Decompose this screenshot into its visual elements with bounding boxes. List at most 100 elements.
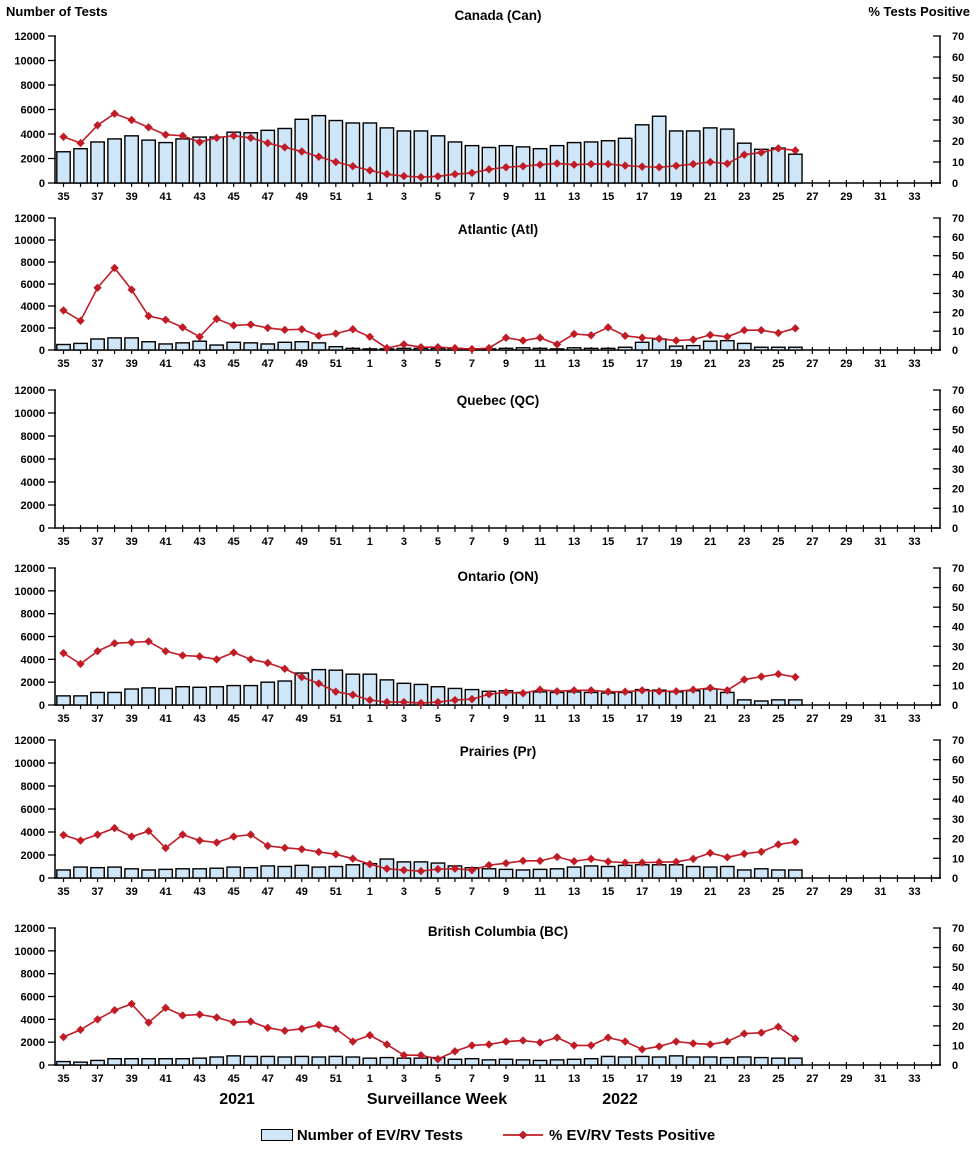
- svg-text:49: 49: [296, 358, 308, 370]
- svg-text:7: 7: [469, 358, 475, 370]
- svg-text:5: 5: [435, 358, 441, 370]
- svg-text:33: 33: [908, 536, 920, 548]
- svg-text:7: 7: [469, 1073, 475, 1085]
- svg-text:41: 41: [160, 713, 172, 725]
- svg-text:8000: 8000: [21, 781, 45, 793]
- svg-text:60: 60: [952, 232, 964, 244]
- panel-ontario: Ontario (ON) 0 2000 4000 6000 8000 10000 12000…: [0, 555, 976, 728]
- svg-text:5: 5: [435, 536, 441, 548]
- svg-text:5: 5: [435, 713, 441, 725]
- svg-text:19: 19: [670, 536, 682, 548]
- svg-text:17: 17: [636, 886, 648, 898]
- svg-text:35: 35: [57, 536, 69, 548]
- svg-text:10: 10: [952, 503, 964, 515]
- svg-text:5: 5: [435, 886, 441, 898]
- svg-text:21: 21: [704, 713, 716, 725]
- svg-text:2000: 2000: [21, 850, 45, 862]
- svg-text:19: 19: [670, 191, 682, 203]
- svg-text:43: 43: [194, 191, 206, 203]
- panel-title-bc: British Columbia (BC): [427, 924, 569, 939]
- svg-text:20: 20: [952, 307, 964, 319]
- svg-text:35: 35: [57, 191, 69, 203]
- svg-text:7: 7: [469, 536, 475, 548]
- svg-text:10: 10: [952, 853, 964, 865]
- svg-text:6000: 6000: [21, 279, 45, 291]
- svg-text:23: 23: [738, 713, 750, 725]
- svg-text:27: 27: [806, 191, 818, 203]
- svg-text:0: 0: [952, 700, 958, 712]
- svg-text:4000: 4000: [21, 827, 45, 839]
- svg-text:6000: 6000: [21, 454, 45, 466]
- legend-item-tests: Number of EV/RV Tests: [260, 1127, 463, 1144]
- svg-text:20: 20: [952, 484, 964, 496]
- svg-text:47: 47: [262, 886, 274, 898]
- svg-text:13: 13: [568, 713, 580, 725]
- svg-text:2000: 2000: [21, 500, 45, 512]
- svg-text:20: 20: [952, 136, 964, 148]
- svg-text:8000: 8000: [21, 431, 45, 443]
- svg-text:12000: 12000: [14, 213, 45, 225]
- svg-text:50: 50: [952, 774, 964, 786]
- panel-title-quebec: Quebec (QC): [456, 393, 540, 408]
- svg-text:43: 43: [194, 1073, 206, 1085]
- svg-text:47: 47: [262, 1073, 274, 1085]
- svg-text:29: 29: [840, 358, 852, 370]
- svg-text:3: 3: [401, 191, 407, 203]
- svg-text:51: 51: [330, 358, 342, 370]
- svg-text:3: 3: [401, 1073, 407, 1085]
- svg-text:39: 39: [125, 1073, 137, 1085]
- svg-text:40: 40: [952, 794, 964, 806]
- legend-line-diamond-swatch: [502, 1130, 543, 1140]
- svg-text:51: 51: [330, 713, 342, 725]
- svg-text:8000: 8000: [21, 257, 45, 269]
- svg-text:3: 3: [401, 886, 407, 898]
- svg-text:35: 35: [57, 713, 69, 725]
- svg-text:31: 31: [874, 536, 886, 548]
- svg-text:13: 13: [568, 536, 580, 548]
- svg-text:60: 60: [952, 943, 964, 955]
- svg-text:21: 21: [704, 191, 716, 203]
- svg-text:3: 3: [401, 358, 407, 370]
- svg-text:9: 9: [503, 713, 509, 725]
- svg-text:40: 40: [952, 270, 964, 282]
- svg-text:31: 31: [874, 713, 886, 725]
- svg-text:45: 45: [228, 1073, 240, 1085]
- panel-title-atlantic: Atlantic (Atl): [457, 222, 539, 237]
- svg-text:43: 43: [194, 886, 206, 898]
- svg-text:50: 50: [952, 251, 964, 263]
- svg-text:49: 49: [296, 1073, 308, 1085]
- svg-text:4000: 4000: [21, 654, 45, 666]
- svg-text:5: 5: [435, 191, 441, 203]
- svg-text:23: 23: [738, 358, 750, 370]
- svg-text:21: 21: [704, 1073, 716, 1085]
- svg-text:20: 20: [952, 1021, 964, 1033]
- panel-title-prairies: Prairies (Pr): [459, 744, 537, 759]
- svg-text:41: 41: [160, 1073, 172, 1085]
- svg-text:11: 11: [534, 358, 546, 370]
- svg-text:8000: 8000: [21, 80, 45, 92]
- svg-text:37: 37: [91, 713, 103, 725]
- svg-text:51: 51: [330, 886, 342, 898]
- svg-text:50: 50: [952, 962, 964, 974]
- x-axis-title: Surveillance Week: [366, 1091, 508, 1108]
- svg-text:23: 23: [738, 191, 750, 203]
- chart-ontario: 0 2000 4000 6000 8000 10000 12000 0 10 20 30 40 50 60…: [14, 563, 964, 725]
- svg-text:35: 35: [57, 1073, 69, 1085]
- svg-text:0: 0: [952, 178, 958, 190]
- svg-text:50: 50: [952, 424, 964, 436]
- svg-text:11: 11: [534, 886, 546, 898]
- svg-text:10: 10: [952, 1040, 964, 1052]
- svg-text:43: 43: [194, 713, 206, 725]
- svg-text:40: 40: [952, 622, 964, 634]
- svg-text:1: 1: [367, 1073, 373, 1085]
- svg-text:17: 17: [636, 1073, 648, 1085]
- svg-text:10000: 10000: [14, 758, 45, 770]
- svg-text:6000: 6000: [21, 105, 45, 117]
- svg-text:45: 45: [228, 358, 240, 370]
- svg-text:13: 13: [568, 191, 580, 203]
- svg-text:6000: 6000: [21, 632, 45, 644]
- chart-quebec: 0 2000 4000 6000 8000 10000 12000 0 10 20 30 40 50 60…: [14, 385, 964, 548]
- svg-text:25: 25: [772, 358, 784, 370]
- svg-text:21: 21: [704, 358, 716, 370]
- svg-text:7: 7: [469, 886, 475, 898]
